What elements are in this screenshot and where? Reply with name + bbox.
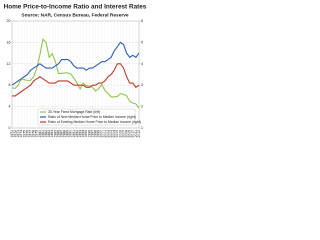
y2-tick-label: 3 [141, 83, 143, 87]
x-tick-label: 1984 [50, 130, 54, 138]
x-tick-label: 1988 [63, 130, 67, 138]
x-tick-label: 1983 [47, 130, 51, 138]
legend-box [37, 108, 136, 126]
chart-subtitle: Source: NAR, Census Bureau, Federal Rese… [21, 12, 129, 18]
series-line [12, 63, 140, 97]
x-tick-label: 2007 [121, 130, 125, 138]
chart-title: Home Price-to-Income Ratio and Interest … [4, 4, 147, 11]
y-tick-label: 12 [7, 62, 11, 66]
x-tick-label: 1982 [44, 130, 48, 138]
x-tick-label: 2008 [125, 130, 129, 138]
x-tick-label: 2006 [118, 130, 122, 138]
x-tick-label: 2000 [100, 130, 104, 138]
y2-tick-label: 4 [141, 62, 143, 66]
y-tick-label: 20 [7, 19, 11, 23]
x-tick-label: 1987 [59, 130, 63, 138]
x-tick-label: 2009 [128, 130, 132, 138]
series-line [11, 41, 140, 86]
x-tick-label: 1991 [72, 130, 76, 138]
legend-label: Ratio of New Median Home Price to Median… [48, 115, 136, 119]
x-tick-label: 2010 [131, 130, 135, 138]
x-tick-label: 1996 [87, 130, 91, 138]
x-tick-label: 1997 [90, 130, 94, 138]
x-tick-label: 1973 [16, 130, 20, 138]
x-tick-label: 1985 [53, 130, 57, 138]
x-tick-label: 1978 [32, 130, 36, 138]
x-tick-label: 1980 [38, 130, 42, 138]
legend-label: Ratio of Existing Median Home Price to M… [48, 120, 141, 124]
y2-tick-label: 6 [141, 19, 143, 23]
x-tick-label: 2004 [112, 130, 116, 138]
x-tick-label: 2011 [134, 130, 138, 137]
x-tick-label: 1994 [81, 130, 85, 138]
x-tick-label: 2003 [109, 130, 113, 138]
x-tick-label: 1972 [13, 130, 17, 138]
x-tick-label: 1990 [69, 130, 73, 138]
x-tick-label: 1981 [41, 130, 45, 138]
y-tick-label: 16 [7, 40, 11, 44]
y2-tick-label: 1 [141, 126, 143, 130]
x-tick-label: 1992 [75, 130, 79, 138]
y2-tick-label: 2 [141, 105, 143, 109]
x-tick-label: 1977 [28, 130, 32, 138]
x-tick-label: 1975 [22, 130, 26, 138]
x-tick-label: 1986 [56, 130, 60, 138]
x-tick-label: 1979 [35, 130, 39, 138]
x-tick-label: 2001 [103, 130, 107, 138]
x-tick-label: 2005 [115, 130, 119, 138]
legend-label: 30-Year Fixed Mortgage Rate (left) [48, 110, 100, 114]
x-tick-label: 1999 [97, 130, 101, 138]
y-tick-label: 4 [9, 105, 11, 109]
y-tick-label: 8 [9, 83, 11, 87]
x-tick-label: 1976 [25, 130, 29, 138]
x-tick-label: 1995 [84, 130, 88, 138]
x-tick-label: 1974 [19, 130, 23, 138]
x-tick-label: 2002 [106, 130, 110, 138]
x-tick-label: 1971 [10, 130, 14, 138]
x-tick-label: 1989 [66, 130, 70, 138]
y-tick-label: 0 [9, 126, 11, 130]
series-line [11, 38, 140, 109]
x-tick-label: 2012 [137, 130, 141, 138]
x-tick-label: 1998 [94, 130, 98, 138]
x-tick-label: 1993 [78, 130, 82, 138]
chart: Home Price-to-Income Ratio and Interest … [4, 4, 147, 138]
y2-tick-label: 5 [141, 40, 143, 44]
